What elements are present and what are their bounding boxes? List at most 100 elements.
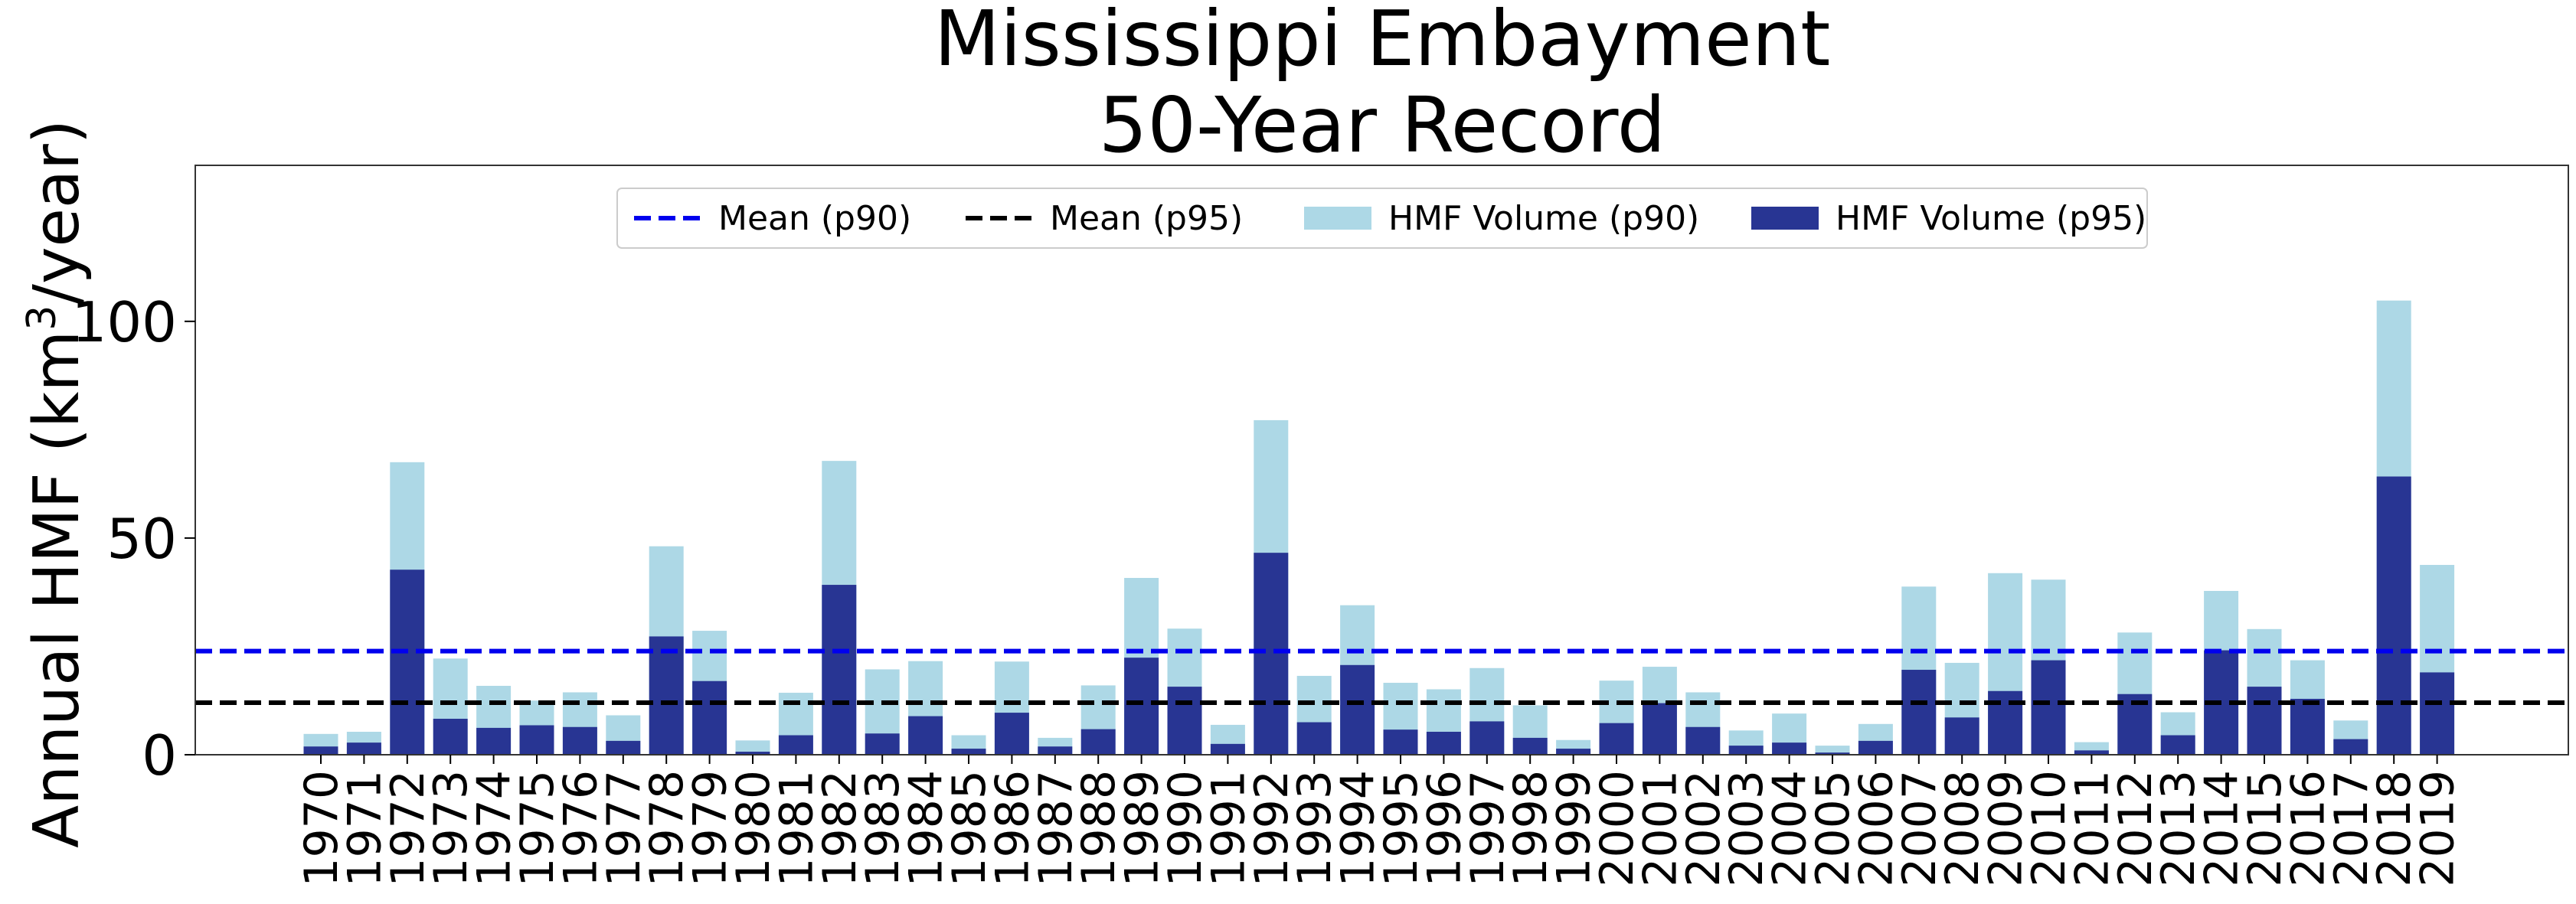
bar-p95-1970 [303, 746, 338, 755]
legend-frame [616, 188, 2148, 249]
bar-p95-2011 [2074, 750, 2109, 755]
bar-p95-1978 [649, 636, 684, 755]
bar-p95-1984 [908, 716, 943, 755]
bar-p95-2005 [1815, 752, 1850, 755]
x-tick-label-1993: 1993 [1288, 770, 1342, 887]
x-tick-label-1997: 1997 [1461, 770, 1515, 887]
x-tick-label-1985: 1985 [943, 770, 996, 887]
bar-p95-1975 [519, 725, 554, 755]
bar-p95-2006 [1858, 740, 1893, 755]
bar-p95-1995 [1383, 729, 1418, 755]
y-tick-label: 50 [106, 507, 177, 571]
x-tick-label-1976: 1976 [554, 770, 607, 887]
legend-entry-hmf-p90: HMF Volume (p90) [1304, 199, 1699, 238]
bar-p95-1971 [346, 742, 381, 755]
bar-p95-1976 [562, 726, 597, 755]
x-tick-label-1970: 1970 [295, 770, 348, 887]
x-tick-label-2015: 2015 [2238, 770, 2292, 887]
plot-frame [195, 165, 2569, 756]
chart-title-line-2: 50-Year Record [1099, 80, 1666, 170]
legend-swatch [1751, 207, 1819, 230]
bar-p95-2001 [1642, 703, 1677, 755]
bar-p95-1996 [1426, 731, 1461, 755]
x-tick-label-2018: 2018 [2368, 770, 2421, 887]
x-tick-label-1971: 1971 [338, 770, 391, 887]
legend-label: HMF Volume (p95) [1836, 199, 2146, 238]
bar-p95-1972 [390, 569, 425, 755]
bar-p95-2013 [2160, 735, 2195, 755]
bar-p95-2015 [2247, 687, 2282, 755]
bar-p95-2019 [2420, 672, 2455, 755]
x-tick-label-1987: 1987 [1029, 770, 1083, 887]
legend-entry-hmf-p95: HMF Volume (p95) [1751, 199, 2146, 238]
x-tick-label-2010: 2010 [2022, 770, 2076, 887]
bar-p95-1979 [692, 680, 727, 755]
bar-p95-1980 [735, 752, 770, 755]
chart-title-line-1: Mississippi Embayment [934, 0, 1831, 83]
legend: Mean (p90) Mean (p95) HMF Volume (p90) HMF … [616, 188, 2148, 249]
bar-p95-1990 [1167, 687, 1202, 755]
x-tick-label-2009: 2009 [1979, 770, 2033, 887]
x-tick-label-1983: 1983 [856, 770, 910, 887]
x-tick-label-2013: 2013 [2152, 770, 2205, 887]
x-tick-label-1979: 1979 [684, 770, 737, 887]
bar-p95-1993 [1296, 722, 1332, 755]
bar-p95-1999 [1556, 749, 1591, 755]
bar-p95-2007 [1901, 670, 1937, 755]
x-tick-label-2012: 2012 [2109, 770, 2162, 887]
x-tick-label-2014: 2014 [2195, 770, 2249, 887]
x-tick-label-2011: 2011 [2065, 770, 2119, 887]
x-tick-label-1977: 1977 [597, 770, 651, 887]
bar-p95-1974 [476, 727, 512, 755]
bar-p95-1983 [865, 733, 900, 755]
bar-p95-2003 [1728, 746, 1764, 755]
x-tick-label-2001: 2001 [1633, 770, 1687, 887]
y-tick-label: 0 [142, 723, 177, 788]
x-tick-label-1994: 1994 [1332, 770, 1385, 887]
x-tick-label-1974: 1974 [468, 770, 521, 887]
x-tick-label-2006: 2006 [1849, 770, 1903, 887]
y-axis-label: Annual HMF (km3/year) [19, 119, 93, 848]
x-tick-label-2007: 2007 [1893, 770, 1947, 887]
legend-entry-mean-p90: Mean (p90) [634, 199, 911, 238]
x-tick-label-1972: 1972 [381, 770, 435, 887]
x-tick-label-1975: 1975 [511, 770, 564, 887]
x-tick-label-1990: 1990 [1159, 770, 1212, 887]
bar-p95-2010 [2031, 660, 2066, 755]
x-tick-label-2016: 2016 [2281, 770, 2335, 887]
y-tick-label: 100 [72, 290, 177, 354]
bar-p95-2004 [1772, 742, 1807, 755]
bar-p95-2002 [1685, 726, 1721, 755]
bar-p90-1980 [735, 740, 770, 755]
y-axis-label-superscript: 3 [19, 305, 65, 331]
bar-p95-1977 [606, 740, 641, 755]
x-tick-label-2005: 2005 [1806, 770, 1860, 887]
x-tick-label-1981: 1981 [770, 770, 823, 887]
bar-p95-1982 [822, 585, 857, 755]
bar-p95-2017 [2333, 739, 2368, 755]
mean-lines [195, 648, 2568, 706]
bar-p95-1991 [1210, 743, 1245, 755]
x-tick-label-2004: 2004 [1764, 770, 1817, 887]
x-tick-label-1988: 1988 [1072, 770, 1126, 887]
y-axis-ticks: 0 50 100 [72, 290, 195, 788]
x-tick-label-1992: 1992 [1245, 770, 1299, 887]
legend-label: Mean (p95) [1050, 199, 1243, 238]
x-tick-label-1995: 1995 [1375, 770, 1428, 887]
bar-p95-1985 [951, 749, 986, 755]
bar-p95-1973 [433, 719, 468, 755]
x-tick-label-2003: 2003 [1720, 770, 1773, 887]
x-tick-label-1986: 1986 [986, 770, 1039, 887]
plot-area [303, 300, 2455, 755]
y-axis-label-end: /year) [21, 119, 93, 305]
bar-p95-2016 [2290, 698, 2325, 755]
bar-p95-1997 [1469, 721, 1505, 755]
bar-p95-1988 [1080, 729, 1116, 755]
bar-p95-1986 [994, 713, 1029, 755]
x-tick-label-1996: 1996 [1417, 770, 1471, 887]
x-tick-label-2000: 2000 [1590, 770, 1644, 887]
x-tick-label-2002: 2002 [1677, 770, 1731, 887]
x-tick-label-1984: 1984 [900, 770, 953, 887]
bar-p95-1989 [1124, 658, 1159, 755]
